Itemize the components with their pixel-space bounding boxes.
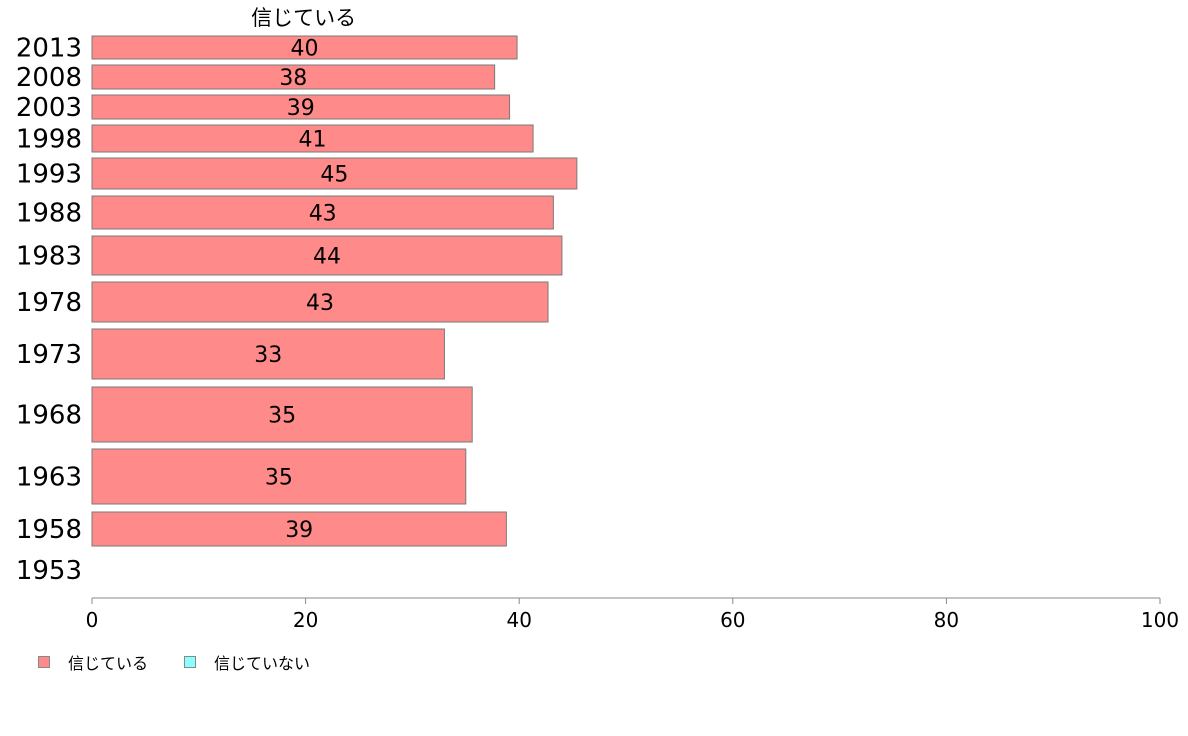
x-tick-label: 0 bbox=[86, 608, 99, 632]
bar bbox=[91, 328, 445, 380]
bar bbox=[91, 195, 554, 230]
legend-item-not-believe: 信じていない bbox=[184, 650, 310, 674]
category-label: 1978 bbox=[16, 288, 82, 318]
chart-title: 信じている bbox=[251, 6, 356, 30]
bar bbox=[91, 386, 473, 443]
data-label: 41 bbox=[299, 128, 327, 153]
legend-swatch-believe bbox=[38, 656, 50, 668]
category-label: 2003 bbox=[16, 93, 82, 123]
x-tick-label: 20 bbox=[293, 608, 318, 632]
legend-label-believe: 信じている bbox=[68, 654, 149, 673]
category-label: 1968 bbox=[16, 401, 82, 431]
data-label: 35 bbox=[268, 404, 296, 429]
x-tick-label: 100 bbox=[1141, 608, 1179, 632]
data-label: 39 bbox=[285, 518, 313, 543]
category-label: 2013 bbox=[16, 34, 82, 64]
category-label: 1958 bbox=[16, 515, 82, 545]
x-tick-label: 40 bbox=[506, 608, 531, 632]
category-label: 1963 bbox=[16, 463, 82, 493]
bar bbox=[91, 448, 467, 505]
category-label: 1973 bbox=[16, 340, 82, 370]
category-label: 1988 bbox=[16, 199, 82, 229]
category-label: 1983 bbox=[16, 242, 82, 272]
legend-swatch-not-believe bbox=[184, 656, 197, 668]
bar bbox=[91, 64, 496, 90]
x-tick-label: 60 bbox=[720, 608, 745, 632]
data-label: 43 bbox=[306, 291, 334, 316]
bar bbox=[91, 35, 518, 60]
category-label: 1998 bbox=[16, 125, 82, 155]
data-label: 38 bbox=[279, 66, 307, 91]
legend-item-believe: 信じている bbox=[38, 650, 148, 674]
data-label: 33 bbox=[254, 343, 282, 368]
category-label: 2008 bbox=[16, 63, 82, 93]
category-label: 1993 bbox=[16, 160, 82, 190]
data-label: 40 bbox=[291, 37, 319, 62]
data-label: 39 bbox=[287, 96, 315, 121]
category-label: 1953 bbox=[16, 556, 82, 586]
legend: 信じている 信じていない bbox=[38, 650, 346, 674]
data-label: 35 bbox=[265, 466, 293, 491]
legend-label-not-believe: 信じていない bbox=[214, 654, 311, 673]
bar bbox=[91, 235, 563, 276]
x-tick-label: 80 bbox=[934, 608, 959, 632]
bar bbox=[91, 94, 511, 120]
bar bbox=[91, 124, 534, 153]
bar bbox=[91, 511, 507, 547]
data-label: 45 bbox=[320, 163, 348, 188]
bar bbox=[91, 157, 578, 190]
bar bbox=[91, 281, 549, 323]
data-label: 43 bbox=[309, 202, 337, 227]
data-label: 44 bbox=[313, 245, 341, 270]
